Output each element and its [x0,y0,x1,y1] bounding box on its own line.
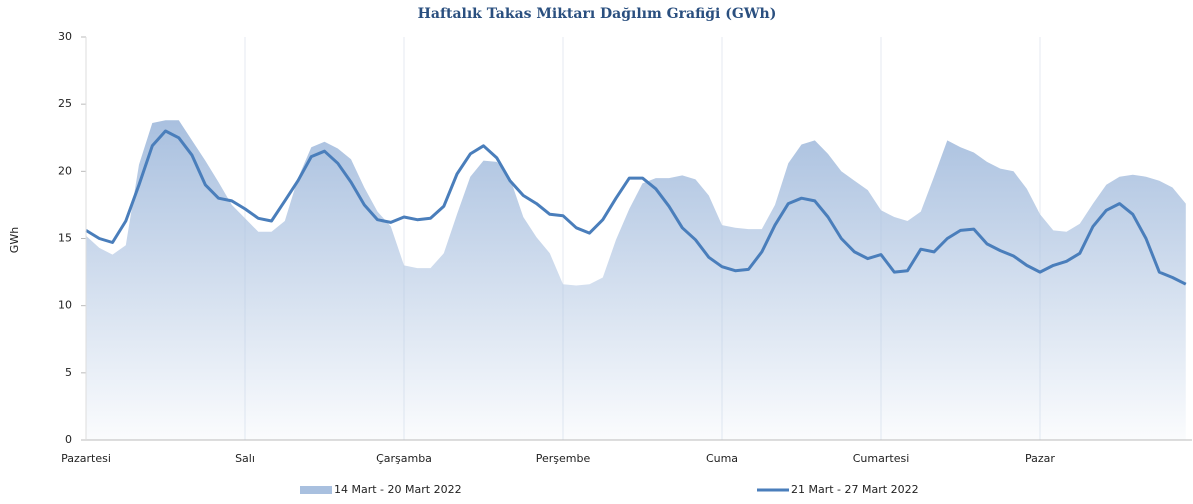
line [85,129,1187,286]
y-tick-label: 30 [58,30,72,43]
x-tick-label: Pazar [1025,452,1055,465]
legend-label: 21 Mart - 27 Mart 2022 [791,483,919,496]
legend-label: 14 Mart - 20 Mart 2022 [334,483,462,496]
chart-title: Haftalık Takas Miktarı Dağılım Grafiği (… [418,6,777,22]
y-tick-label: 20 [58,164,72,177]
x-tick-label: Salı [235,452,255,465]
y-tick-label: 0 [65,433,72,446]
x-tick-label: Çarşamba [376,452,432,465]
area [86,120,1186,441]
x-tick-label: Cumartesi [853,452,910,465]
x-tick-label: Perşembe [536,452,591,465]
x-tick-label: Pazartesi [61,452,111,465]
y-tick-label: 5 [65,366,72,379]
y-axis-label: GWh [8,227,21,253]
y-tick-label: 15 [58,232,72,245]
x-tick-label: Cuma [706,452,738,465]
y-tick-label: 10 [58,299,72,312]
y-tick-label: 25 [58,97,72,110]
legend-swatch [300,486,332,494]
